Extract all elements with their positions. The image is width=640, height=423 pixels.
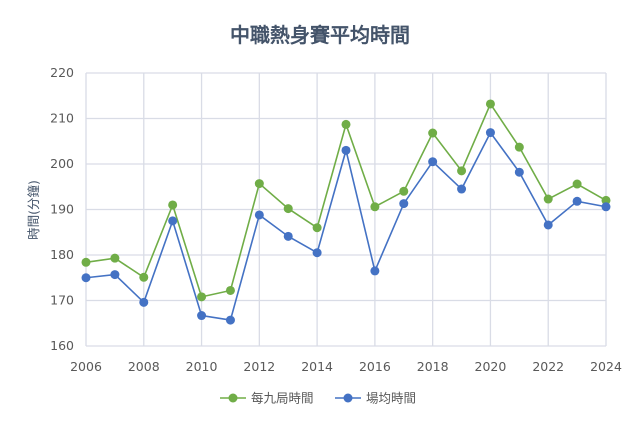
data-point: [428, 128, 438, 138]
data-point: [572, 179, 582, 189]
data-point: [601, 202, 611, 212]
data-point: [370, 266, 380, 276]
series-1: [81, 128, 611, 325]
data-point: [543, 220, 553, 230]
data-point: [428, 157, 438, 167]
x-tick-label: 2018: [417, 359, 449, 374]
data-point: [457, 184, 467, 194]
y-tick-label: 220: [50, 65, 74, 80]
data-point: [399, 186, 409, 196]
x-tick-label: 2006: [70, 359, 102, 374]
legend-label: 場均時間: [366, 391, 416, 406]
data-point: [514, 142, 524, 152]
x-tick-label: 2014: [301, 359, 333, 374]
data-point: [399, 199, 409, 209]
data-point: [312, 248, 322, 258]
y-tick-label: 160: [50, 338, 74, 353]
x-tick-label: 2012: [243, 359, 275, 374]
data-point: [139, 297, 149, 307]
x-tick-label: 2016: [359, 359, 391, 374]
data-point: [601, 195, 611, 205]
y-axis-label: 時間(分鐘): [26, 180, 41, 240]
data-point: [283, 231, 293, 241]
data-point: [81, 257, 91, 267]
y-tick-label: 200: [50, 156, 74, 171]
data-point: [81, 273, 91, 283]
legend-marker: [228, 393, 238, 403]
data-point: [543, 194, 553, 204]
data-point: [110, 270, 120, 280]
x-axis-ticks: 2006 2008 2010 2012 2014 2016 2018 2020 2022 2024: [70, 359, 622, 374]
legend: 每九局時間 場均時間: [220, 391, 416, 406]
data-point: [485, 99, 495, 109]
y-axis-ticks: 160 170 180 190 200 210 220: [50, 65, 74, 353]
x-tick-label: 2020: [475, 359, 507, 374]
x-tick-label: 2024: [590, 359, 622, 374]
series-0: [81, 99, 611, 302]
x-tick-label: 2008: [128, 359, 160, 374]
data-point: [283, 204, 293, 214]
x-tick-label: 2010: [186, 359, 218, 374]
y-tick-label: 170: [50, 293, 74, 308]
legend-marker: [343, 393, 353, 403]
chart-title: 中職熱身賽平均時間: [230, 23, 410, 47]
data-point: [572, 196, 582, 206]
y-tick-label: 190: [50, 202, 74, 217]
data-point: [341, 145, 351, 155]
data-point: [139, 272, 149, 282]
data-point: [197, 311, 207, 321]
x-tick-label: 2022: [532, 359, 564, 374]
y-tick-label: 210: [50, 111, 74, 126]
legend-label: 每九局時間: [251, 391, 314, 406]
data-point: [168, 200, 178, 210]
data-point: [514, 167, 524, 177]
y-tick-label: 180: [50, 247, 74, 262]
data-point: [312, 223, 322, 233]
series-line: [85, 102, 607, 298]
data-point: [197, 292, 207, 302]
series-group: [81, 99, 611, 325]
data-point: [370, 202, 380, 212]
data-point: [457, 166, 467, 176]
data-point: [341, 119, 351, 129]
grid: [85, 72, 607, 347]
data-point: [110, 253, 120, 263]
data-point: [168, 216, 178, 226]
data-point: [225, 315, 235, 325]
data-point: [485, 128, 495, 138]
data-point: [254, 210, 264, 220]
data-point: [254, 179, 264, 189]
data-point: [225, 285, 235, 295]
